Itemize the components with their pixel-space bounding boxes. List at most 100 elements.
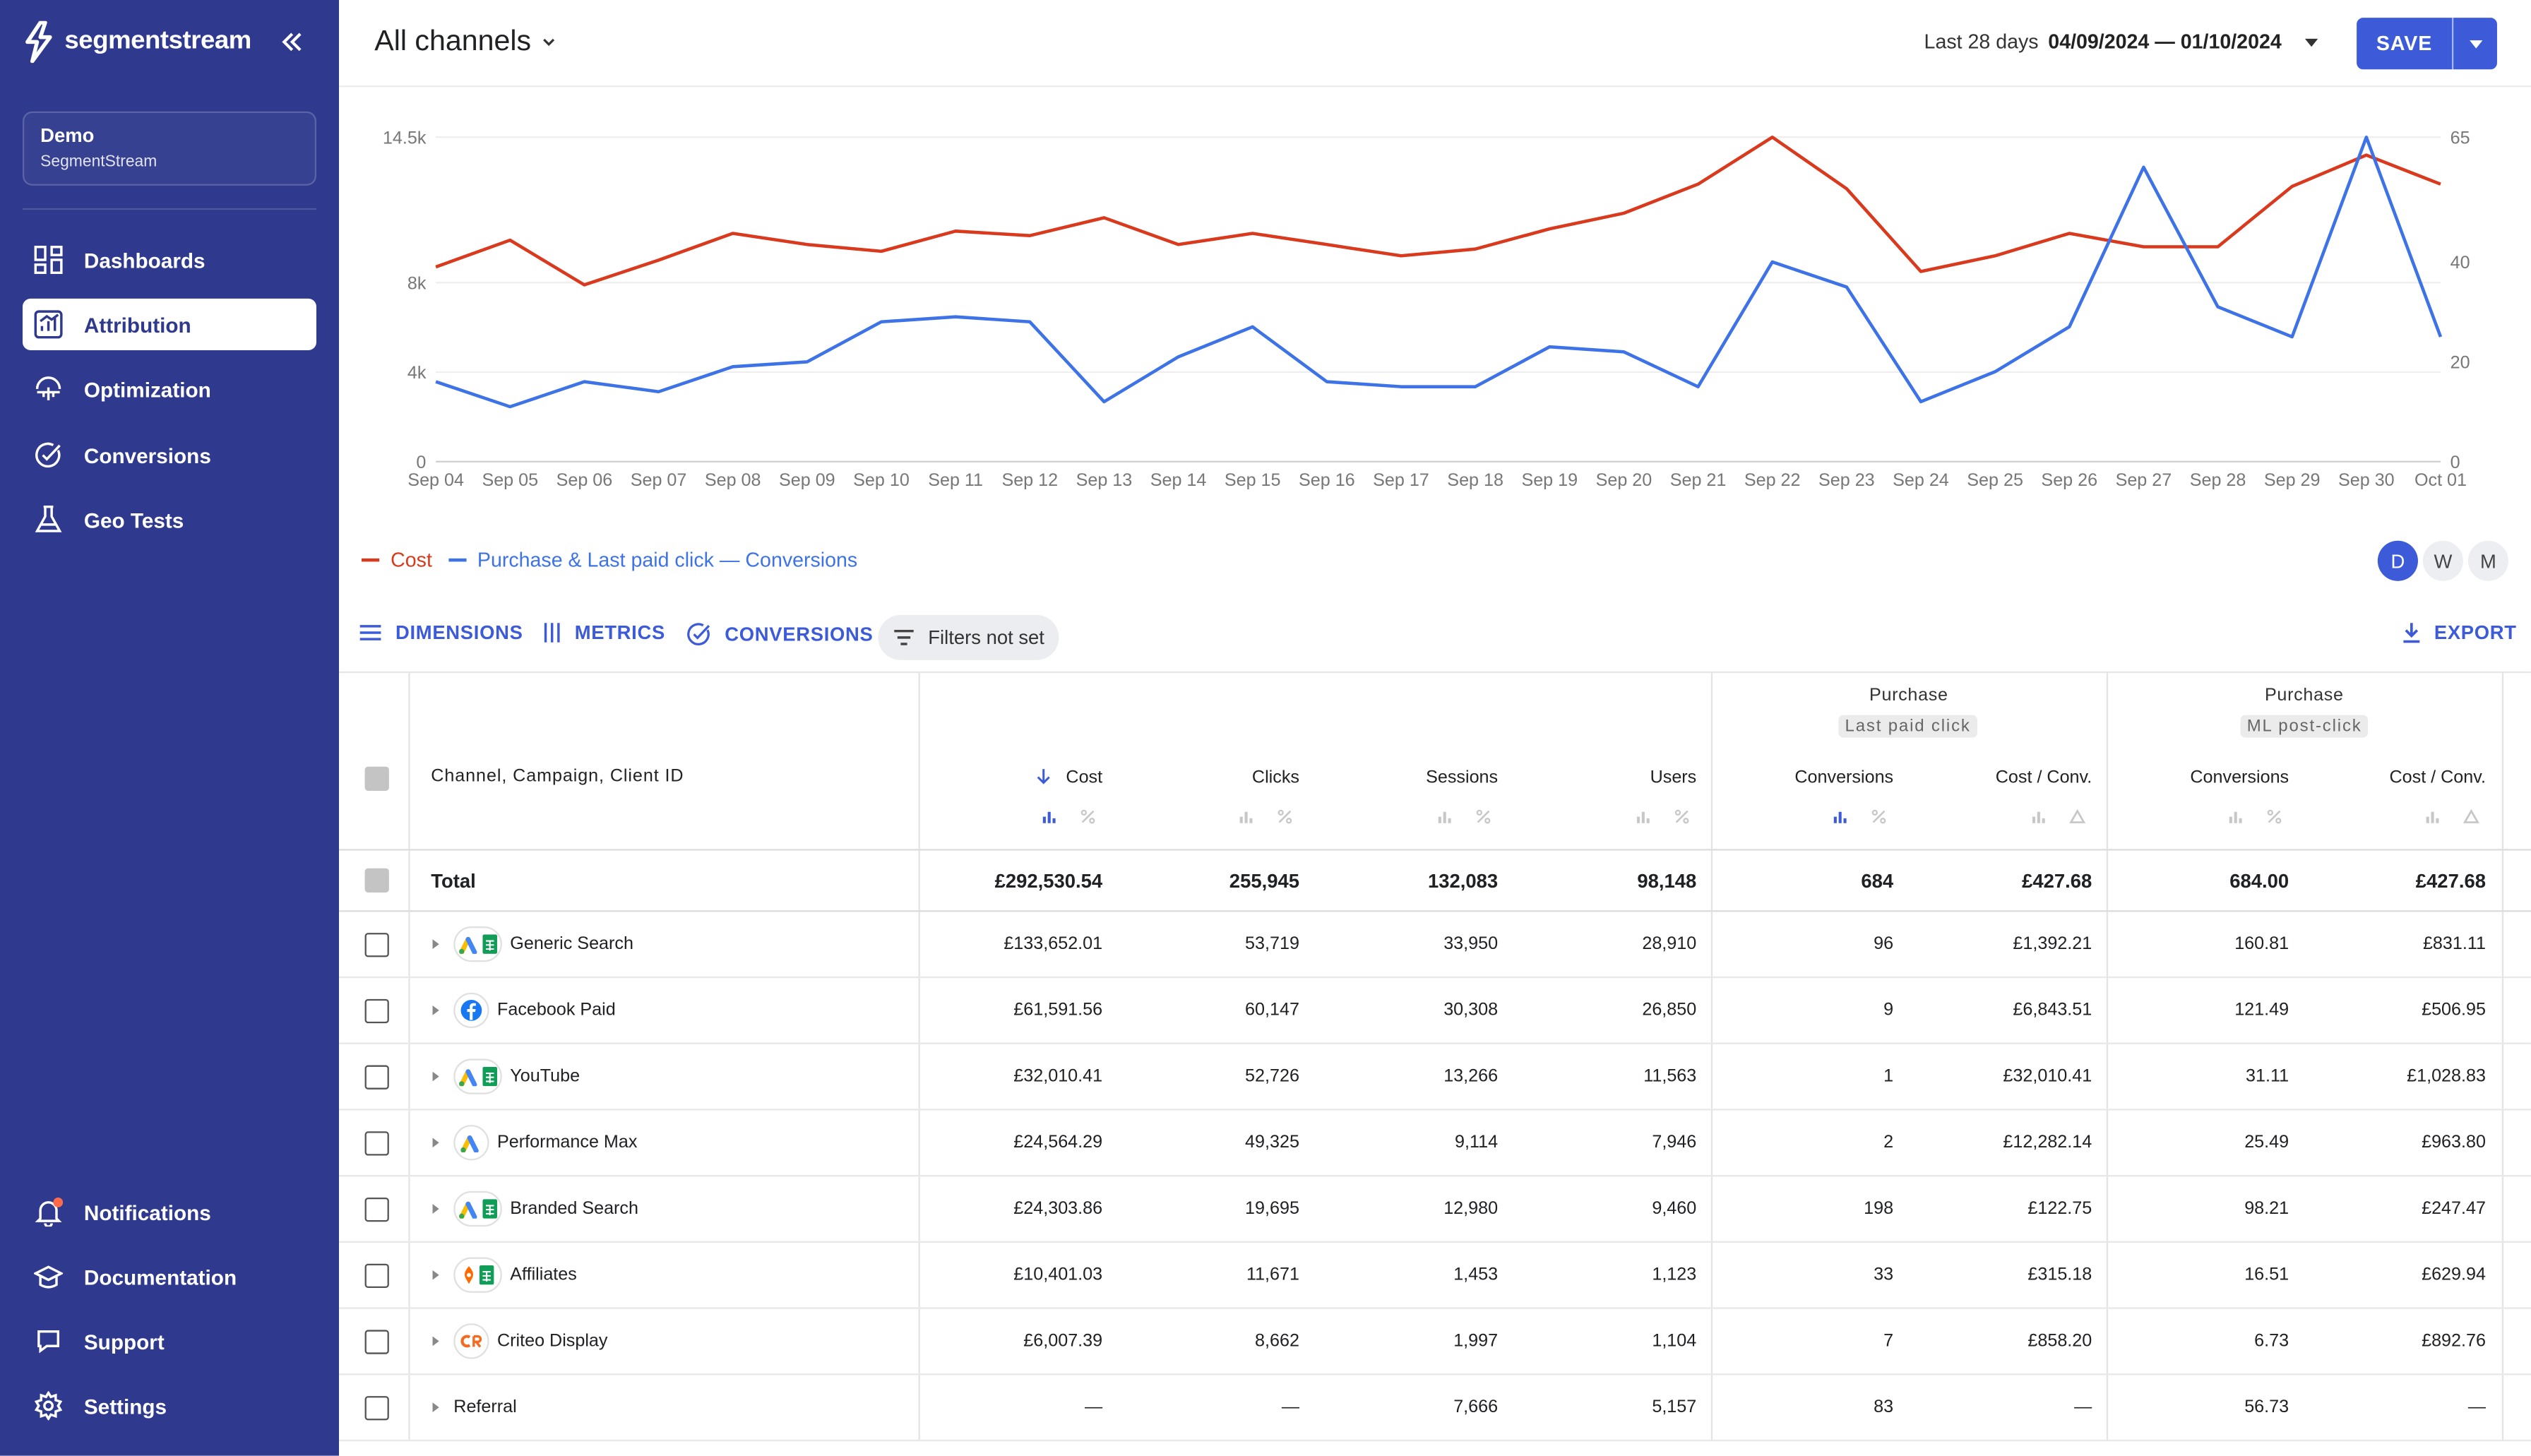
cell-cost-conv: £247.47 — [2422, 1199, 2486, 1219]
granularity-week-button[interactable]: W — [2422, 540, 2463, 581]
row-checkbox[interactable] — [364, 1396, 389, 1421]
row-name[interactable]: Criteo Display — [432, 1309, 607, 1373]
sidebar-item-support[interactable]: Support — [23, 1315, 316, 1367]
column-divider — [918, 1044, 920, 1109]
expand-row-icon[interactable] — [432, 1138, 439, 1148]
row-name[interactable]: Affiliates — [432, 1243, 577, 1307]
sidebar-item-conversions[interactable]: Conversions — [23, 429, 316, 481]
row-name-label: Referral — [453, 1397, 517, 1417]
percent-toggle-icon[interactable] — [1277, 808, 1293, 825]
row-checkbox[interactable] — [364, 998, 389, 1024]
brand-logo[interactable]: segmentstream — [23, 20, 251, 64]
series-line-cost — [435, 135, 2441, 287]
sidebar-item-documentation[interactable]: Documentation — [23, 1251, 316, 1302]
row-checkbox[interactable] — [364, 868, 389, 893]
delta-toggle-icon[interactable] — [2069, 808, 2086, 825]
bar-chart-toggle-icon[interactable] — [1041, 808, 1057, 825]
percent-toggle-icon[interactable] — [1871, 808, 1887, 825]
percent-toggle-icon[interactable] — [1080, 808, 1096, 825]
row-checkbox[interactable] — [364, 1065, 389, 1090]
table-row[interactable]: Referral — — 7,666 5,157 83 — 56.73 — — [338, 1375, 2531, 1442]
date-range-picker[interactable]: Last 28 days 04/09/2024 — 01/10/2024 — [1924, 30, 2321, 53]
table-row[interactable]: Branded Search £24,303.86 19,695 12,980 9,46… — [338, 1176, 2531, 1243]
sidebar-item-settings[interactable]: Settings — [23, 1380, 316, 1431]
cell-cost-conv: — — [2467, 1397, 2486, 1417]
bar-chart-toggle-icon[interactable] — [2030, 808, 2047, 825]
column-header-conversions[interactable]: Conversions — [1700, 768, 1893, 787]
page-title: All channels — [374, 24, 532, 56]
row-checkbox[interactable] — [364, 1131, 389, 1156]
table-row[interactable]: Generic Search £133,652.01 53,719 33,950 28,… — [338, 912, 2531, 979]
row-checkbox[interactable] — [364, 1330, 389, 1354]
bar-chart-toggle-icon[interactable] — [1436, 808, 1453, 825]
row-name[interactable]: Facebook Paid — [432, 978, 616, 1042]
legend-item-conversions[interactable]: Purchase & Last paid click — Conversions — [448, 549, 857, 571]
save-button[interactable]: SAVE — [2376, 32, 2433, 55]
collapse-sidebar-icon[interactable] — [278, 28, 306, 56]
column-header-clicks[interactable]: Clicks — [1106, 768, 1299, 787]
x-tick-label: Sep 15 — [1225, 470, 1281, 490]
expand-row-icon[interactable] — [432, 1336, 439, 1347]
cell-users: 7,946 — [1652, 1133, 1697, 1152]
row-name[interactable]: Referral — [432, 1375, 517, 1439]
export-button[interactable]: EXPORT — [2402, 621, 2517, 644]
bar-chart-toggle-icon[interactable] — [2227, 808, 2244, 825]
table-row[interactable]: YouTube £32,010.41 52,726 13,266 11,563 1 £32,… — [338, 1044, 2531, 1111]
select-all-checkbox[interactable] — [364, 766, 389, 791]
column-header-cost[interactable]: Cost — [909, 768, 1102, 787]
row-name[interactable]: YouTube — [432, 1044, 580, 1109]
bar-chart-toggle-icon[interactable] — [1635, 808, 1651, 825]
percent-toggle-icon[interactable] — [2266, 808, 2282, 825]
brand-name: segmentstream — [64, 27, 251, 55]
bar-chart-toggle-icon[interactable] — [2424, 808, 2441, 825]
sidebar-item-geo-tests[interactable]: Geo Tests — [23, 494, 316, 545]
conversions-button[interactable]: CONVERSIONS — [686, 621, 873, 648]
channel-selector[interactable]: All channels — [374, 24, 556, 58]
group-title-ml: Purchase — [2264, 686, 2344, 705]
bar-chart-toggle-icon[interactable] — [1238, 808, 1254, 825]
expand-row-icon[interactable] — [432, 1005, 439, 1015]
optimization-icon — [35, 376, 61, 400]
percent-toggle-icon[interactable] — [1674, 808, 1690, 825]
filters-label: Filters not set — [928, 626, 1044, 649]
metrics-button[interactable]: METRICS — [542, 621, 665, 644]
save-options-button[interactable] — [2453, 35, 2497, 52]
legend-item-cost[interactable]: Cost — [361, 549, 432, 571]
expand-row-icon[interactable] — [432, 939, 439, 949]
table-row[interactable]: Criteo Display £6,007.39 8,662 1,997 1,104 7 £… — [338, 1308, 2531, 1376]
column-header-cost-conv[interactable]: Cost / Conv. — [2292, 768, 2485, 787]
filters-chip[interactable]: Filters not set — [878, 614, 1059, 660]
row-checkbox[interactable] — [364, 933, 389, 957]
expand-row-icon[interactable] — [432, 1204, 439, 1214]
table-row[interactable]: Facebook Paid £61,591.56 60,147 30,308 26,85… — [338, 978, 2531, 1044]
table-row[interactable]: Performance Max £24,564.29 49,325 9,114 7,94… — [338, 1110, 2531, 1177]
row-name[interactable]: Branded Search — [432, 1176, 638, 1241]
bar-chart-toggle-icon[interactable] — [1832, 808, 1848, 825]
column-header-cost-conv[interactable]: Cost / Conv. — [1898, 768, 2092, 787]
expand-row-icon[interactable] — [432, 1270, 439, 1280]
column-header-conversions[interactable]: Conversions — [2095, 768, 2289, 787]
sidebar-item-notifications[interactable]: Notifications — [23, 1186, 316, 1238]
name-column-header[interactable]: Channel, Campaign, Client ID — [431, 766, 684, 787]
row-name[interactable]: Performance Max — [432, 1111, 637, 1175]
sidebar-item-optimization[interactable]: Optimization — [23, 363, 316, 414]
expand-row-icon[interactable] — [432, 1071, 439, 1082]
sidebar-item-dashboards[interactable]: Dashboards — [23, 234, 316, 285]
table-row[interactable]: Affiliates £10,401.03 11,671 1,453 1,123 33 £3… — [338, 1242, 2531, 1309]
sidebar-item-attribution[interactable]: Attribution — [22, 298, 316, 350]
granularity-day-button[interactable]: D — [2377, 540, 2418, 581]
delta-toggle-icon[interactable] — [2462, 808, 2479, 825]
export-label: EXPORT — [2434, 621, 2517, 644]
column-header-users[interactable]: Users — [1503, 768, 1697, 787]
granularity-month-button[interactable]: M — [2467, 540, 2508, 581]
row-checkbox[interactable] — [364, 1197, 389, 1222]
row-name[interactable]: Generic Search — [432, 912, 633, 976]
expand-row-icon[interactable] — [432, 1402, 439, 1412]
cell-sessions: 1,453 — [1453, 1265, 1499, 1285]
column-header-sessions[interactable]: Sessions — [1304, 768, 1498, 787]
table-total-row[interactable]: Total £292,530.54 255,945 132,083 98,148 684 £… — [338, 850, 2531, 912]
percent-toggle-icon[interactable] — [1475, 808, 1491, 825]
account-switcher[interactable]: Demo SegmentStream — [22, 111, 316, 186]
dimensions-button[interactable]: DIMENSIONS — [358, 621, 523, 644]
row-checkbox[interactable] — [364, 1263, 389, 1288]
